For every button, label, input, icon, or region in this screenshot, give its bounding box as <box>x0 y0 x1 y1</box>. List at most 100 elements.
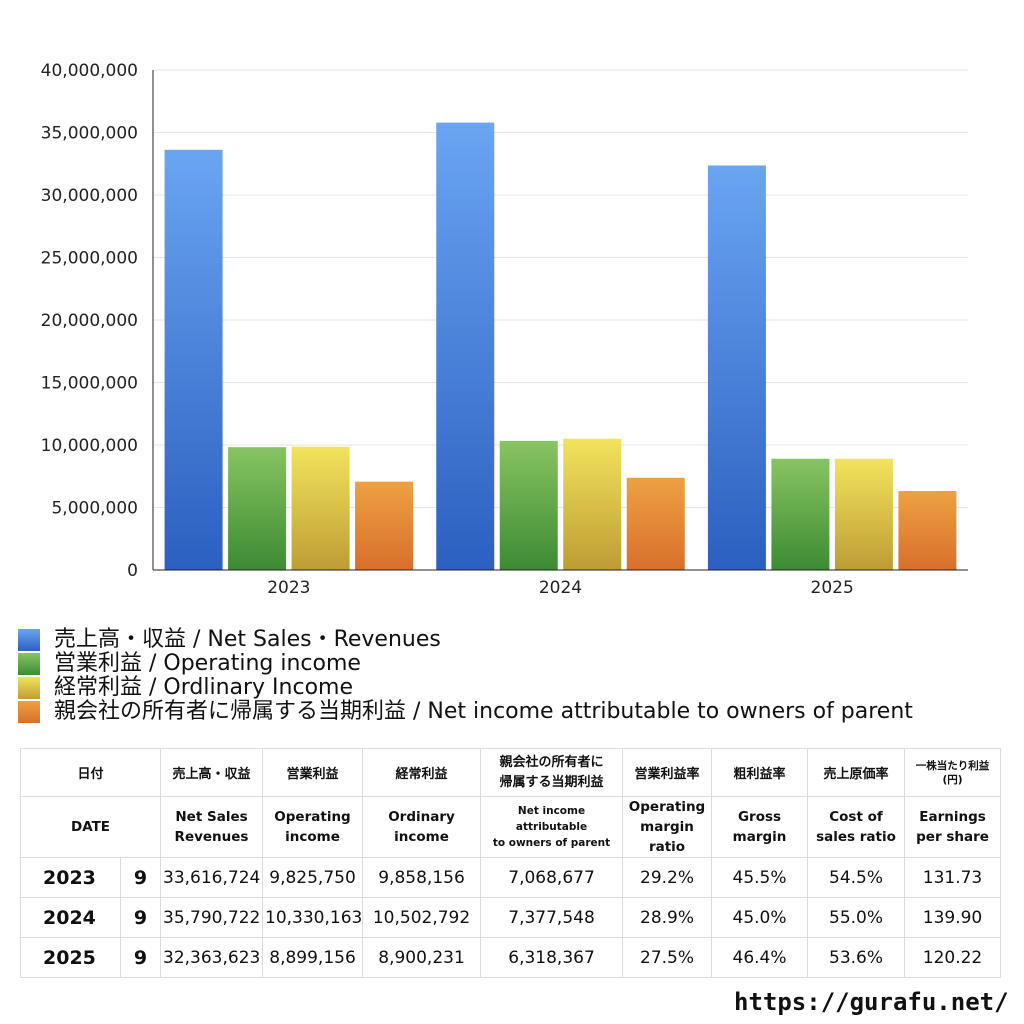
cell-net: 7,377,548 <box>480 897 624 938</box>
cell-op: 9,825,750 <box>262 857 364 898</box>
y-tick-label: 0 <box>127 561 138 581</box>
header-net-jp-line2: 帰属する当期利益 <box>499 774 604 790</box>
cell-eps: 131.73 <box>904 857 1002 898</box>
header-opm-en-line2: margin <box>640 819 694 835</box>
bar-2025-series-0 <box>707 165 766 570</box>
cell-month: 9 <box>119 897 162 938</box>
header-ord-en-line1: Ordinary <box>388 809 455 825</box>
bar-2024-series-1 <box>499 440 558 570</box>
cell-eps: 139.90 <box>904 897 1002 938</box>
legend-item-ordinary-income: 経常利益 / Ordlinary Income <box>18 676 913 700</box>
cell-year: 2023 <box>20 857 121 898</box>
cell-sales: 32,363,623 <box>160 937 264 978</box>
header-eps-en-line1: Earnings <box>919 809 986 825</box>
header-op-en-line2: income <box>285 829 340 845</box>
header-gm-en-line1: Gross <box>737 809 782 825</box>
header-date-jp: 日付 <box>19 748 162 797</box>
bar-2024-series-0 <box>436 122 495 571</box>
cell-ord: 9,858,156 <box>362 857 482 898</box>
cell-ord: 10,502,792 <box>362 897 482 938</box>
header-opm-en: Operating margin ratio <box>622 796 713 858</box>
bar-2023-series-3 <box>355 481 414 570</box>
bar-2025-series-3 <box>898 491 957 570</box>
legend-swatch-operating-income <box>18 653 40 675</box>
header-sales-jp: 売上高・収益 <box>160 748 264 797</box>
legend-label-net-sales: 売上高・収益 / Net Sales・Revenues <box>54 627 441 652</box>
header-op-jp: 営業利益 <box>262 748 364 797</box>
header-ord-en-line2: income <box>394 829 449 845</box>
y-tick-label: 25,000,000 <box>41 249 138 269</box>
cell-op: 8,899,156 <box>262 937 364 978</box>
cell-gm: 46.4% <box>711 937 809 978</box>
source-url[interactable]: https://gurafu.net/ <box>734 988 1009 1016</box>
bar-2025-series-2 <box>834 458 893 570</box>
header-gm-jp: 粗利益率 <box>711 748 809 797</box>
header-net-jp: 親会社の所有者に 帰属する当期利益 <box>480 748 624 797</box>
cell-year: 2025 <box>20 937 121 978</box>
cell-net: 6,318,367 <box>480 937 624 978</box>
header-net-en: Net income attributable to owners of par… <box>480 796 624 858</box>
header-cos-jp: 売上原価率 <box>807 748 906 797</box>
legend-item-operating-income: 営業利益 / Operating income <box>18 652 913 676</box>
bar-2023-series-0 <box>164 149 223 570</box>
cell-cos: 55.0% <box>807 897 906 938</box>
cell-opm: 28.9% <box>622 897 713 938</box>
bar-chart: 0 5,000,000 10,000,000 15,000,000 20,000,000… <box>41 61 968 598</box>
header-cos-en-line1: Cost of <box>829 809 883 825</box>
header-gm-en-line2: margin <box>732 829 787 845</box>
header-sales-en-line2: Revenues <box>174 829 249 845</box>
header-opm-en-line1: Operating <box>628 799 706 815</box>
y-tick-label: 40,000,000 <box>41 61 138 81</box>
bar-2024-series-3 <box>626 477 685 570</box>
bar-2025-series-1 <box>771 458 830 570</box>
y-tick-label: 30,000,000 <box>41 186 138 206</box>
table-row: 2024 9 35,790,722 10,330,163 10,502,792 … <box>20 897 1002 938</box>
header-ord-jp: 経常利益 <box>362 748 482 797</box>
header-eps-jp-line1: 一株当たり利益 <box>915 759 990 772</box>
financial-table: 日付 売上高・収益 営業利益 経常利益 親会社の所有者に 帰属する当期利益 営業… <box>19 748 1002 978</box>
chart-legend: 売上高・収益 / Net Sales・Revenues 営業利益 / Opera… <box>18 628 913 724</box>
cell-cos: 54.5% <box>807 857 906 898</box>
cell-cos: 53.6% <box>807 937 906 978</box>
header-net-en-line1: Net income attributable <box>515 805 588 833</box>
cell-net: 7,068,677 <box>480 857 624 898</box>
x-tick-label: 2023 <box>267 578 310 598</box>
y-tick-label: 5,000,000 <box>51 499 138 519</box>
legend-swatch-net-income <box>18 701 40 723</box>
bar-2023-series-2 <box>291 446 350 570</box>
y-tick-label: 35,000,000 <box>41 124 138 144</box>
table-header-jp: 日付 売上高・収益 営業利益 経常利益 親会社の所有者に 帰属する当期利益 営業… <box>19 748 1002 797</box>
header-cos-en-line2: sales ratio <box>816 829 896 845</box>
y-tick-label: 10,000,000 <box>41 436 138 456</box>
cell-month: 9 <box>119 857 162 898</box>
header-sales-en-line1: Net Sales <box>175 809 248 825</box>
cell-month: 9 <box>119 937 162 978</box>
cell-sales: 33,616,724 <box>160 857 264 898</box>
x-tick-label: 2025 <box>811 578 854 598</box>
bar-2024-series-2 <box>563 438 622 570</box>
header-eps-jp-line2: (円) <box>942 773 963 786</box>
header-eps-en-line2: per share <box>916 829 989 845</box>
header-op-en-line1: Operating <box>274 809 351 825</box>
header-eps-jp: 一株当たり利益 (円) <box>904 748 1002 797</box>
legend-label-operating-income: 営業利益 / Operating income <box>54 651 361 676</box>
y-tick-label: 15,000,000 <box>41 374 138 394</box>
header-net-jp-line1: 親会社の所有者に <box>499 754 604 770</box>
header-opm-en-line3: ratio <box>648 839 686 855</box>
header-opm-jp: 営業利益率 <box>622 748 713 797</box>
cell-op: 10,330,163 <box>262 897 364 938</box>
cell-gm: 45.5% <box>711 857 809 898</box>
table-row: 2025 9 32,363,623 8,899,156 8,900,231 6,… <box>20 937 1002 978</box>
header-cos-en: Cost of sales ratio <box>807 796 906 858</box>
x-tick-label: 2024 <box>539 578 582 598</box>
legend-label-ordinary-income: 経常利益 / Ordlinary Income <box>54 675 353 700</box>
legend-item-net-sales: 売上高・収益 / Net Sales・Revenues <box>18 628 913 652</box>
legend-swatch-ordinary-income <box>18 677 40 699</box>
cell-opm: 29.2% <box>622 857 713 898</box>
header-eps-en: Earnings per share <box>904 796 1002 858</box>
header-date-en: DATE <box>19 796 162 858</box>
legend-swatch-net-sales <box>18 629 40 651</box>
legend-label-net-income: 親会社の所有者に帰属する当期利益 / Net income attributab… <box>54 699 913 724</box>
cell-ord: 8,900,231 <box>362 937 482 978</box>
header-gm-en: Gross margin <box>711 796 809 858</box>
